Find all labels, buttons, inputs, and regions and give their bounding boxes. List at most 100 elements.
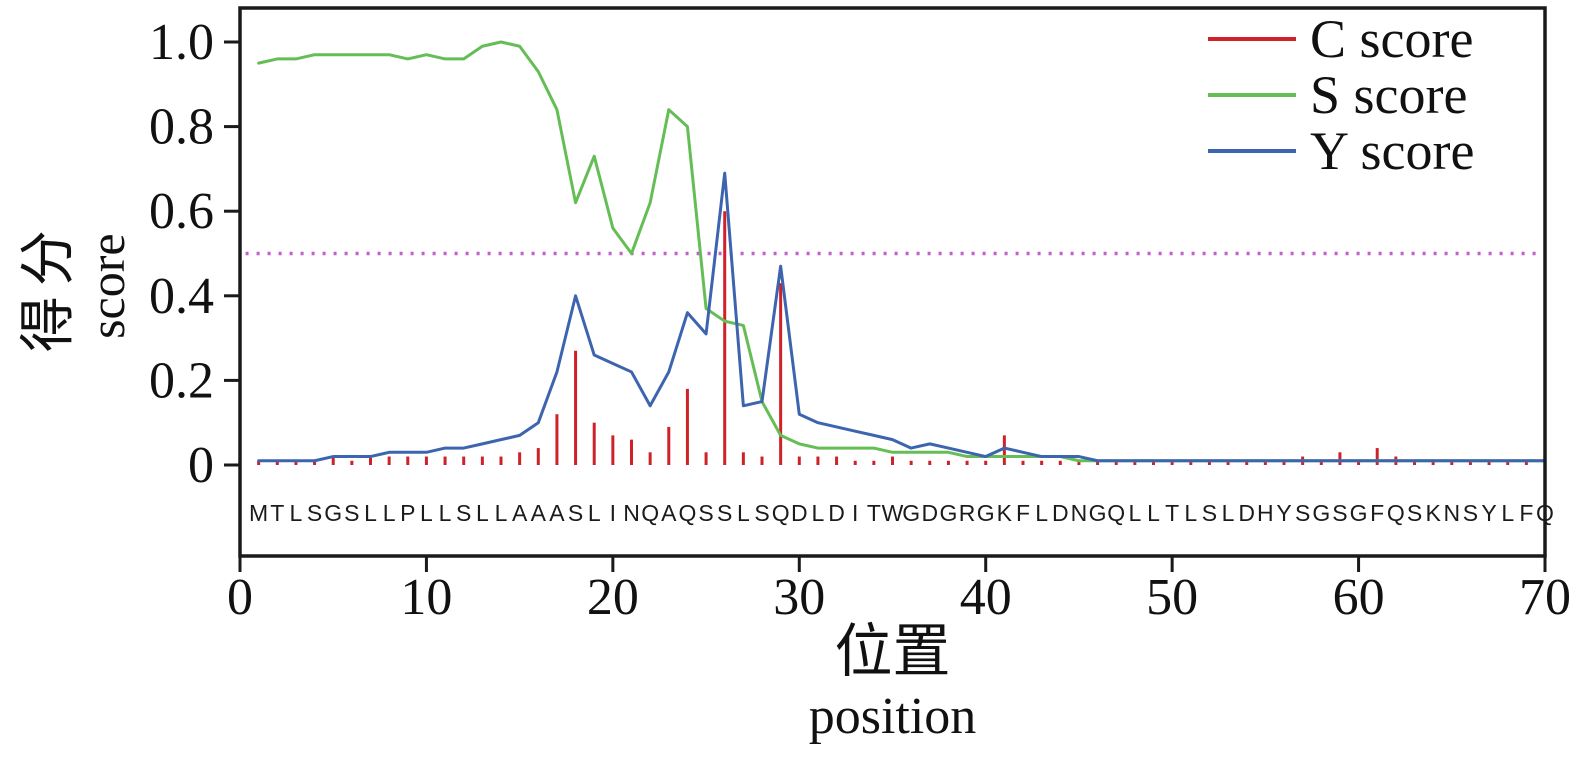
sequence-residue: Y [1481,500,1496,526]
legend-item-s-score: S score [1208,68,1474,122]
sequence-residue: G [1089,500,1107,526]
y-axis-title: 得分 score [15,116,136,456]
y-axis-ticks: 0 0.2 0.4 0.6 0.8 1.0 [149,14,240,494]
sequence-residue: S [456,500,471,526]
sequence-residue: M [249,500,268,526]
sequence-residue: L [737,500,750,526]
sequence-residue: L [1128,500,1141,526]
sequence-residue: S [717,500,732,526]
sequence-residue: L [420,500,433,526]
x-tick-label: 70 [1519,569,1571,626]
sequence-residue: I [852,500,858,526]
sequence-residue: D [1052,500,1069,526]
sequence-residue: L [1035,500,1048,526]
sequence-residue: Q [772,500,790,526]
sequence-residue: L [383,500,396,526]
x-tick-label: 50 [1146,569,1198,626]
sequence-residue: L [812,500,825,526]
sequence-residue: G [939,500,957,526]
sequence-residue: R [959,500,976,526]
sequence-residue: T [270,500,284,526]
sequence-residue: S [754,500,769,526]
sequence-residue: Q [641,500,659,526]
sequence-residue: L [495,500,508,526]
sequence-residue: S [1332,500,1347,526]
sequence-residue: I [610,500,616,526]
sequence-residue: D [1238,500,1255,526]
sequence-residue: S [698,500,713,526]
y-tick-label: 0.8 [149,99,214,156]
y-tick-label: 0.6 [149,183,214,240]
sequence-residue: T [867,500,881,526]
sequence-residue: W [882,500,904,526]
x-tick-label: 40 [960,569,1012,626]
sequence-residue: A [531,500,547,526]
sequence-residue: S [344,500,359,526]
sequence-residue: Q [1387,500,1405,526]
y-axis-title-en: score [78,233,135,339]
sequence-residue: P [400,500,415,526]
sequence-residue: L [1222,500,1235,526]
legend-label: Y score [1310,121,1475,181]
sequence-residue: G [1350,500,1368,526]
legend-line-swatch [1208,37,1296,41]
sequence-residue: S [1407,500,1422,526]
sequence-residue: H [1257,500,1274,526]
sequence-residue: F [1370,500,1384,526]
legend-label: S score [1310,65,1468,125]
plot-border [238,6,1547,558]
legend-label: C score [1310,9,1474,69]
sequence-residue: S [307,500,322,526]
sequence-residue: L [1184,500,1197,526]
x-tick-label: 30 [773,569,825,626]
sequence-residue: L [1147,500,1160,526]
sequence-residue: G [977,500,995,526]
x-axis-ticks: 0 10 20 30 40 50 60 70 [227,556,1571,626]
sequence-residue: G [1312,500,1330,526]
sequence-residue: K [997,500,1013,526]
legend-line-swatch [1208,93,1296,97]
sequence-residue: G [324,500,342,526]
legend-line-swatch [1208,149,1296,153]
x-tick-label: 0 [227,569,253,626]
sequence-residue: S [1202,500,1217,526]
sequence-residue: A [549,500,565,526]
y-tick-label: 0 [188,437,214,494]
sequence-residue: F [1519,500,1533,526]
sequence-residue: D [828,500,845,526]
sequence-residue: N [1071,500,1088,526]
sequence-residue: Y [1276,500,1291,526]
legend: C score S score Y score [1208,12,1474,178]
sequence-labels: M T L S G S L L P L L S L L A A A S L I N Q A Q S S L S Q D L D I T WG D G R G… [249,500,1554,526]
sequence-residue: Q [1107,500,1125,526]
x-tick-label: 20 [587,569,639,626]
sequence-residue: S [568,500,583,526]
sequence-residue: Q [678,500,696,526]
sequence-residue: S [1295,500,1310,526]
sequence-residue: D [791,500,808,526]
x-axis-title-zh: 位置 [834,617,951,685]
sequence-residue: L [364,500,377,526]
sequence-residue: A [661,500,677,526]
sequence-residue: L [1501,500,1514,526]
sequence-residue: G [902,500,920,526]
y-axis-title-zh: 得分 [15,220,81,353]
sequence-residue: A [512,500,528,526]
sequence-residue: L [476,500,489,526]
sequence-residue: T [1165,500,1179,526]
y-tick-label: 1.0 [149,14,214,71]
sequence-residue: L [439,500,452,526]
y-score-line [257,171,1547,463]
x-axis-title: 位置 position [240,617,1545,749]
x-tick-label: 60 [1333,569,1385,626]
sequence-residue: S [1463,500,1478,526]
sequence-residue: N [1443,500,1460,526]
sequence-residue: N [623,500,640,526]
x-axis-title-en: position [808,687,977,745]
sequence-residue: L [588,500,601,526]
legend-item-y-score: Y score [1208,124,1474,178]
legend-item-c-score: C score [1208,12,1474,66]
sequence-residue: L [290,500,303,526]
sequence-residue: K [1425,500,1441,526]
